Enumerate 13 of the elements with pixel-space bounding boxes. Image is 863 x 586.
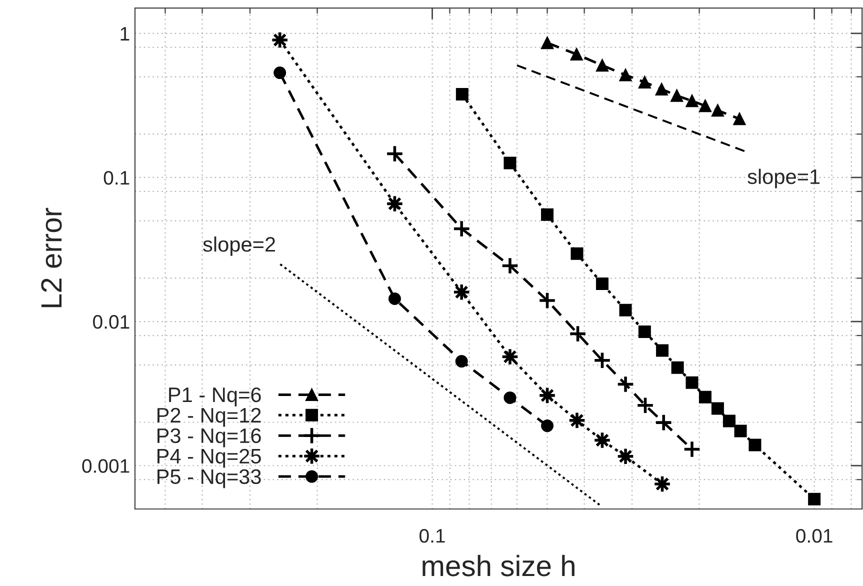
y-axis-title: L2 error xyxy=(41,208,62,308)
y-tick-label: 0.1 xyxy=(104,170,130,185)
y-tick-label: 0.001 xyxy=(82,459,130,473)
annotation: slope=2 xyxy=(203,236,276,256)
legend-label: P4 - Nq=25 xyxy=(158,448,261,468)
y-tick-label: 0.01 xyxy=(93,315,130,329)
legend-label: P5 - Nq=33 xyxy=(158,469,261,488)
y-tick-label: 1 xyxy=(120,27,130,40)
annotation: slope=1 xyxy=(748,168,820,188)
legend-label: P1 - Nq=6 xyxy=(169,387,261,406)
x-axis-title: mesh size h xyxy=(422,554,574,576)
legend-label: P2 - Nq=12 xyxy=(158,408,261,427)
legend-label: P3 - Nq=16 xyxy=(158,428,261,448)
